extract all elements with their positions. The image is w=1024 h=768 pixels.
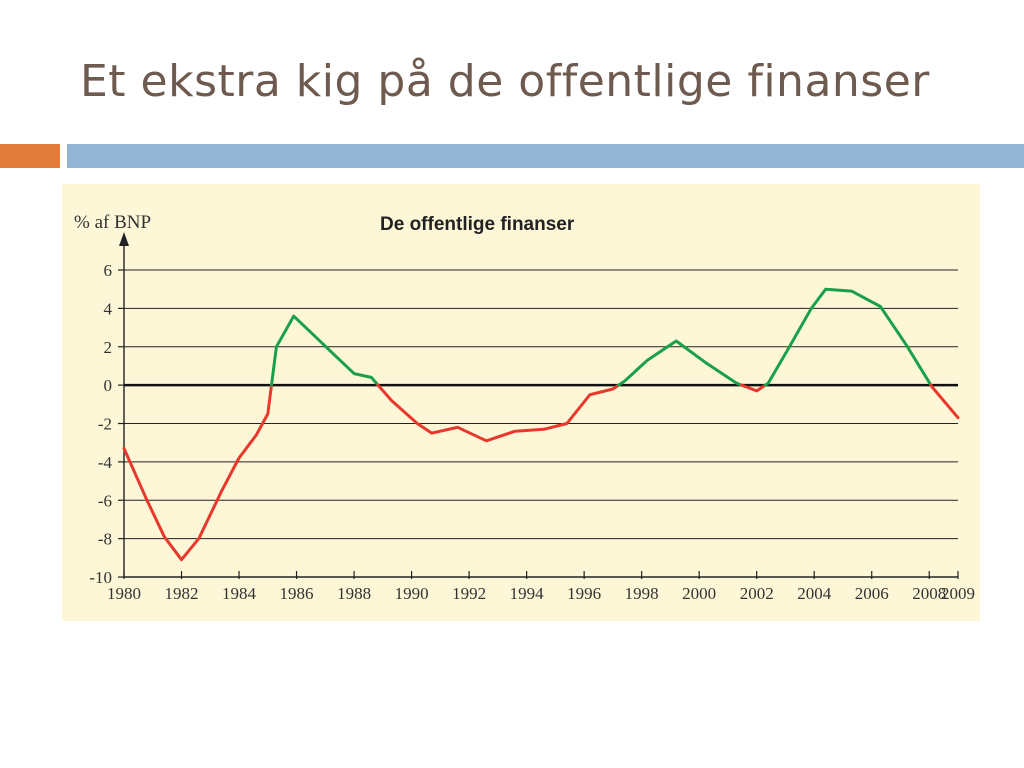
y-tick-label: 4	[104, 299, 113, 318]
y-tick-label: -6	[98, 491, 112, 510]
y-tick-label: 0	[104, 376, 113, 395]
chart-title: De offentlige finanser	[380, 214, 575, 235]
line-chart: % af BNP De offentlige finanser 6 4 2 0 -2 -4…	[74, 212, 975, 603]
y-tick-label: -10	[89, 568, 112, 587]
x-tick-label: 2009	[941, 584, 975, 603]
surplus-line-segment	[270, 314, 380, 387]
x-tick-label: 2000	[682, 584, 716, 603]
y-tick-label: -2	[98, 415, 112, 434]
x-tick-label: 1986	[280, 584, 314, 603]
y-tick-label: 2	[104, 338, 113, 357]
slide-title: Et ekstra kig på de offentlige finanser	[80, 56, 930, 107]
x-tick-label: 1982	[165, 584, 199, 603]
data-lines	[122, 287, 960, 562]
x-tick-label: 1984	[222, 584, 257, 603]
x-tick-label: 2006	[855, 584, 889, 603]
surplus-line-segment	[763, 287, 933, 387]
chart-panel: % af BNP De offentlige finanser 6 4 2 0 -2 -4…	[62, 184, 980, 621]
x-tick-label: 1980	[107, 584, 141, 603]
deficit-line-segment	[929, 383, 960, 420]
y-tick-label: 6	[104, 261, 113, 280]
x-tick-label: 1998	[625, 584, 659, 603]
x-tick-label: 1996	[567, 584, 601, 603]
x-tick-label: 1994	[510, 584, 545, 603]
y-axis-arrow	[119, 232, 129, 246]
gridlines	[124, 269, 958, 578]
x-tick-label: 1990	[395, 584, 429, 603]
y-tick-label: -8	[98, 530, 112, 549]
x-tick-label: 1992	[452, 584, 486, 603]
x-tick-label: 2004	[797, 584, 832, 603]
y-axis-label: % af BNP	[74, 212, 151, 233]
y-tick-label: -4	[98, 453, 113, 472]
axes: % af BNP De offentlige finanser 6 4 2 0 -2 -4…	[74, 212, 975, 603]
x-tick-label: 2002	[740, 584, 774, 603]
surplus-line-segment	[617, 339, 744, 387]
accent-bar-blue	[67, 144, 1024, 168]
deficit-line-segment	[740, 383, 767, 393]
deficit-line-segment	[376, 383, 621, 443]
accent-bar-orange	[0, 144, 60, 168]
deficit-line-segment	[122, 383, 273, 562]
x-tick-label: 2008	[912, 584, 946, 603]
x-tick-label: 1988	[337, 584, 371, 603]
